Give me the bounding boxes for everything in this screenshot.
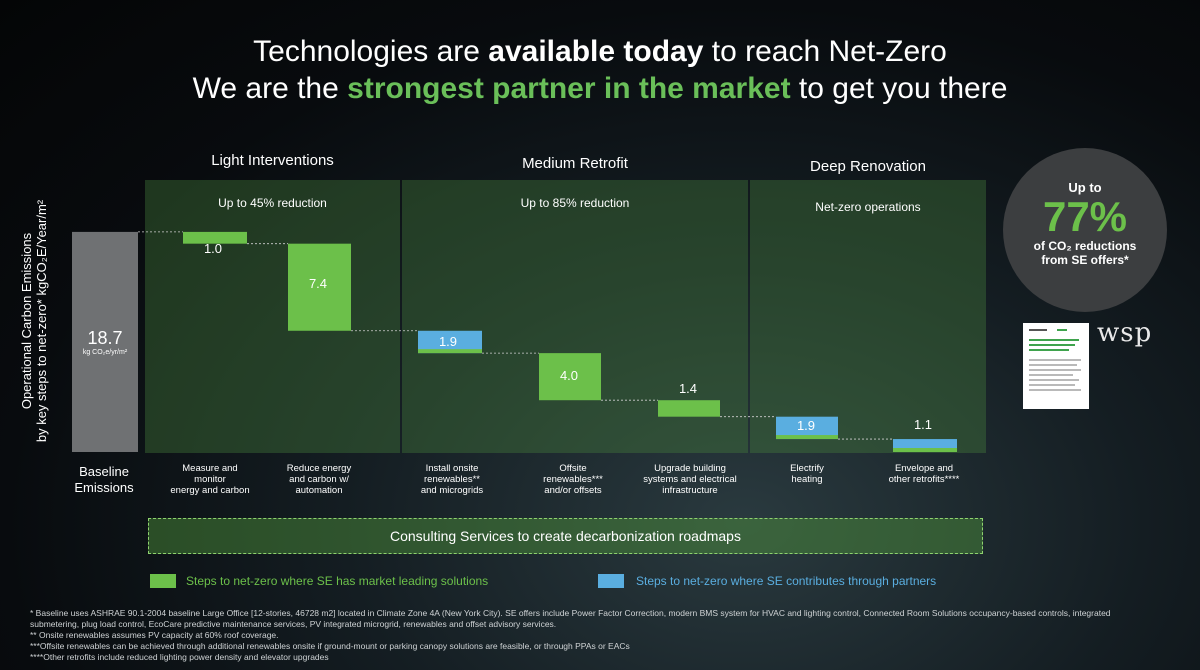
step-bar-base-6 xyxy=(776,435,838,440)
title-line-1: Technologies are available today to reac… xyxy=(253,35,947,68)
phase-title-deep: Deep Renovation xyxy=(810,158,926,175)
phase-subtitle-deep: Net-zero operations xyxy=(815,200,921,214)
legend-text-partner: Steps to net-zero where SE contributes t… xyxy=(636,574,937,588)
phase-subtitle-light: Up to 45% reduction xyxy=(218,196,327,210)
category-label-step-1: Measure and monitor energy and carbon xyxy=(170,463,250,496)
category-label-step-3: Install onsite renewables** and microgrids xyxy=(420,463,484,496)
category-label-step-6: Electrify heating xyxy=(790,463,824,485)
value-label-step-2: 7.4 xyxy=(308,276,328,291)
step-bar-base-7 xyxy=(893,448,957,452)
legend-text-se: Steps to net-zero where SE has market le… xyxy=(186,574,489,588)
phase-box-deep xyxy=(750,180,986,453)
report-thumbnail[interactable] xyxy=(1023,323,1089,409)
value-label-step-6: 1.9 xyxy=(796,418,816,433)
value-label-step-4: 4.0 xyxy=(559,368,579,383)
legend-swatch-partner xyxy=(598,574,624,588)
value-label-step-5: 1.4 xyxy=(678,381,698,396)
baseline-value: 18.7 kg CO₂e/yr/m² xyxy=(82,328,128,356)
baseline-bar xyxy=(72,231,138,452)
value-label-step-3: 1.9 xyxy=(438,334,458,349)
phase-title-light: Light Interventions xyxy=(211,152,334,169)
value-label-step-7: 1.1 xyxy=(913,417,933,432)
legend-swatch-se xyxy=(150,574,176,588)
reduction-percent: 77% xyxy=(1042,193,1128,240)
step-bar-2 xyxy=(288,243,351,331)
consulting-services-bar: Consulting Services to create decarboniz… xyxy=(148,518,983,554)
title-line-2: We are the strongest partner in the mark… xyxy=(192,72,1008,105)
category-label-step-2: Reduce energy and carbon w/automation xyxy=(286,463,352,496)
step-bar-1 xyxy=(183,231,247,244)
category-label-step-7: Envelope and other retrofits**** xyxy=(888,463,960,485)
phase-title-medium: Medium Retrofit xyxy=(522,155,628,172)
value-label-step-1: 1.0 xyxy=(203,241,223,256)
step-bar-4 xyxy=(539,353,601,401)
footnotes: * Baseline uses ASHRAE 90.1-2004 baselin… xyxy=(30,608,1111,662)
category-label-step-4: Offsite renewables*** and/or offsets xyxy=(543,463,603,496)
waterfall-chart xyxy=(72,231,957,452)
step-bar-3 xyxy=(418,330,482,354)
baseline-label: Baseline Emissions xyxy=(74,464,134,495)
step-bar-5 xyxy=(658,400,720,417)
phase-subtitle-medium: Up to 85% reduction xyxy=(520,196,630,210)
step-bar-base-3 xyxy=(418,349,482,354)
step-bar-6 xyxy=(776,416,838,440)
wsp-logo: wsp xyxy=(1097,318,1153,348)
reduction-circle: Up to 77% of CO₂ reductions from SE offe… xyxy=(1003,148,1167,312)
phase-box-light xyxy=(145,180,400,453)
category-label-step-5: Upgrade building systems and electrical in… xyxy=(643,463,737,496)
